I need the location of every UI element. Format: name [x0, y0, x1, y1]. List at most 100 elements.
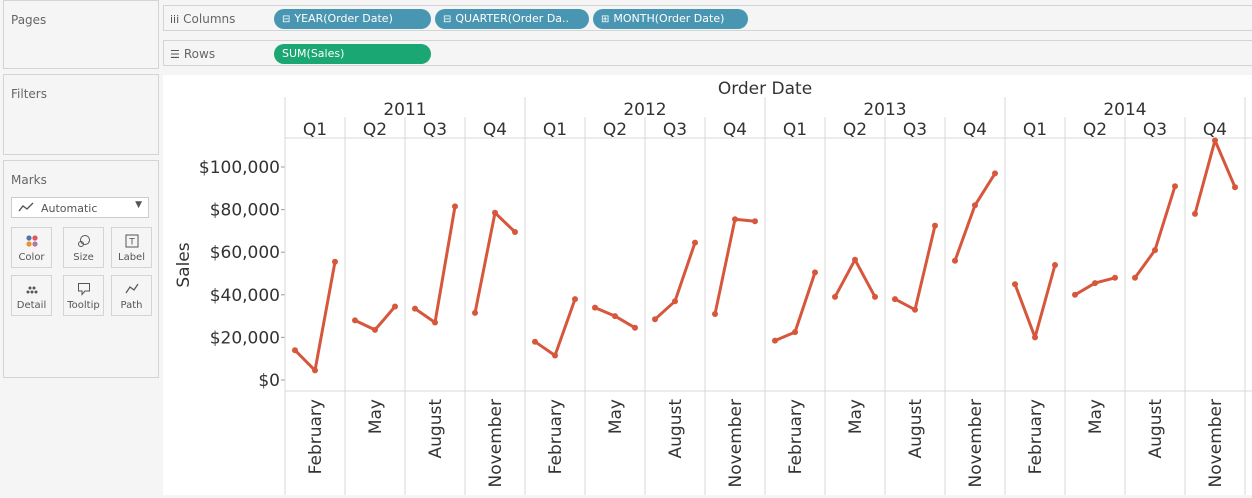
series-line — [713, 217, 756, 315]
data-point — [832, 293, 838, 300]
data-point — [352, 317, 358, 324]
pages-title: Pages — [11, 13, 47, 27]
quarter-header: Q3 — [903, 120, 927, 140]
month-label: May — [366, 399, 386, 434]
data-point — [812, 269, 818, 276]
y-axis-title: Sales — [174, 242, 194, 287]
month-label: November — [966, 399, 986, 487]
columns-icon: iii — [170, 13, 180, 26]
columns-shelf[interactable]: iii Columns ⊟ YEAR(Order Date) ⊟ QUARTER(Or… — [163, 5, 1252, 31]
svg-text:T: T — [128, 238, 135, 248]
data-point — [632, 324, 638, 331]
data-point — [892, 296, 898, 303]
quarter-header: Q1 — [1023, 120, 1047, 140]
y-tick-label: $20,000 — [210, 328, 280, 348]
data-point — [752, 218, 758, 225]
quarter-header: Q4 — [483, 120, 507, 140]
data-point — [472, 309, 478, 316]
color-button[interactable]: Color — [11, 227, 52, 268]
mark-type-dropdown[interactable]: Automatic ▼ — [11, 197, 149, 218]
data-point — [1112, 274, 1118, 281]
quarter-header: Q1 — [783, 120, 807, 140]
month-label: August — [426, 399, 446, 459]
data-point — [612, 313, 618, 320]
quarter-header: Q2 — [603, 120, 627, 140]
quarter-header: Q4 — [723, 120, 747, 140]
month-label: May — [846, 399, 866, 434]
data-point — [852, 256, 858, 263]
size-label: Size — [73, 252, 94, 263]
rows-icon: ☰ — [170, 48, 180, 61]
month-label: August — [906, 399, 926, 459]
data-point — [912, 306, 918, 313]
data-point — [872, 293, 878, 300]
data-point — [1092, 280, 1098, 287]
sum-sales-pill-label: SUM(Sales) — [282, 47, 345, 60]
year-pill[interactable]: ⊟ YEAR(Order Date) — [274, 9, 431, 29]
tooltip-label: Tooltip — [67, 300, 100, 311]
visualization-area[interactable]: Order Date 2011 Q1 Q2 Q3 Q4 2012 Q1 Q2 Q3 Q4 2013 Q1… — [163, 75, 1252, 495]
data-point — [1212, 137, 1218, 144]
path-button[interactable]: Path — [111, 275, 152, 316]
collapse-icon: ⊟ — [282, 14, 291, 25]
data-point — [492, 209, 498, 216]
y-tick-label: $80,000 — [210, 201, 280, 221]
label-label: Label — [118, 252, 145, 263]
month-pill-label: MONTH(Order Date) — [613, 12, 725, 25]
year-header: 2012 — [623, 100, 666, 120]
data-point — [452, 203, 458, 210]
quarter-pill-label: QUARTER(Order Da.. — [455, 12, 570, 25]
month-label: August — [666, 399, 686, 459]
data-point — [792, 329, 798, 336]
columns-label-text: Columns — [183, 12, 236, 26]
data-point — [512, 229, 518, 235]
data-point — [672, 298, 678, 305]
quarter-header: Q3 — [663, 120, 687, 140]
series-line — [473, 211, 517, 314]
series-line — [1013, 264, 1057, 339]
y-tick-label: $40,000 — [210, 286, 280, 306]
data-point — [1172, 183, 1178, 190]
data-point — [952, 257, 958, 264]
columns-shelf-label: iii Columns — [170, 12, 235, 26]
month-pill[interactable]: ⊞ MONTH(Order Date) — [593, 9, 748, 29]
rows-shelf-label: ☰ Rows — [170, 47, 215, 61]
data-point — [432, 319, 438, 326]
filters-panel[interactable]: Filters — [3, 74, 159, 155]
rows-shelf[interactable]: ☰ Rows SUM(Sales) — [163, 40, 1252, 66]
data-point — [1232, 184, 1238, 191]
quarter-header: Q4 — [1203, 120, 1227, 140]
data-point — [1032, 334, 1038, 341]
sum-sales-pill[interactable]: SUM(Sales) — [274, 44, 431, 64]
data-point — [652, 316, 658, 323]
collapse-icon: ⊟ — [443, 14, 452, 25]
size-button[interactable]: Size — [63, 227, 104, 268]
tooltip-icon — [64, 282, 103, 296]
label-button[interactable]: T Label — [111, 227, 152, 268]
data-point — [1132, 274, 1138, 281]
detail-button[interactable]: Detail — [11, 275, 52, 316]
size-icon — [64, 234, 103, 248]
color-icon — [12, 234, 51, 248]
sales-line-chart[interactable]: Order Date 2011 Q1 Q2 Q3 Q4 2012 Q1 Q2 Q3 Q4 2013 Q1… — [163, 75, 1252, 495]
month-label: November — [1206, 399, 1226, 487]
quarter-pill[interactable]: ⊟ QUARTER(Order Da.. — [435, 9, 589, 29]
year-pill-label: YEAR(Order Date) — [294, 12, 393, 25]
series-line — [653, 242, 697, 321]
month-label: February — [786, 399, 806, 474]
month-label: February — [306, 399, 326, 474]
month-label: February — [546, 399, 566, 474]
data-point — [1052, 262, 1058, 268]
marks-panel: Marks Automatic ▼ Color Size T Label Det… — [3, 160, 159, 378]
series-line — [414, 206, 457, 324]
quarter-header: Q2 — [363, 120, 387, 140]
quarter-header: Q2 — [1083, 120, 1107, 140]
tooltip-button[interactable]: Tooltip — [63, 275, 104, 316]
y-tick-label: $60,000 — [210, 243, 280, 263]
year-header: 2011 — [383, 100, 426, 120]
year-header: 2013 — [863, 100, 906, 120]
month-label: November — [726, 399, 746, 487]
pages-panel[interactable]: Pages — [3, 0, 159, 69]
chart-title: Order Date — [718, 79, 812, 99]
detail-icon — [12, 282, 51, 296]
